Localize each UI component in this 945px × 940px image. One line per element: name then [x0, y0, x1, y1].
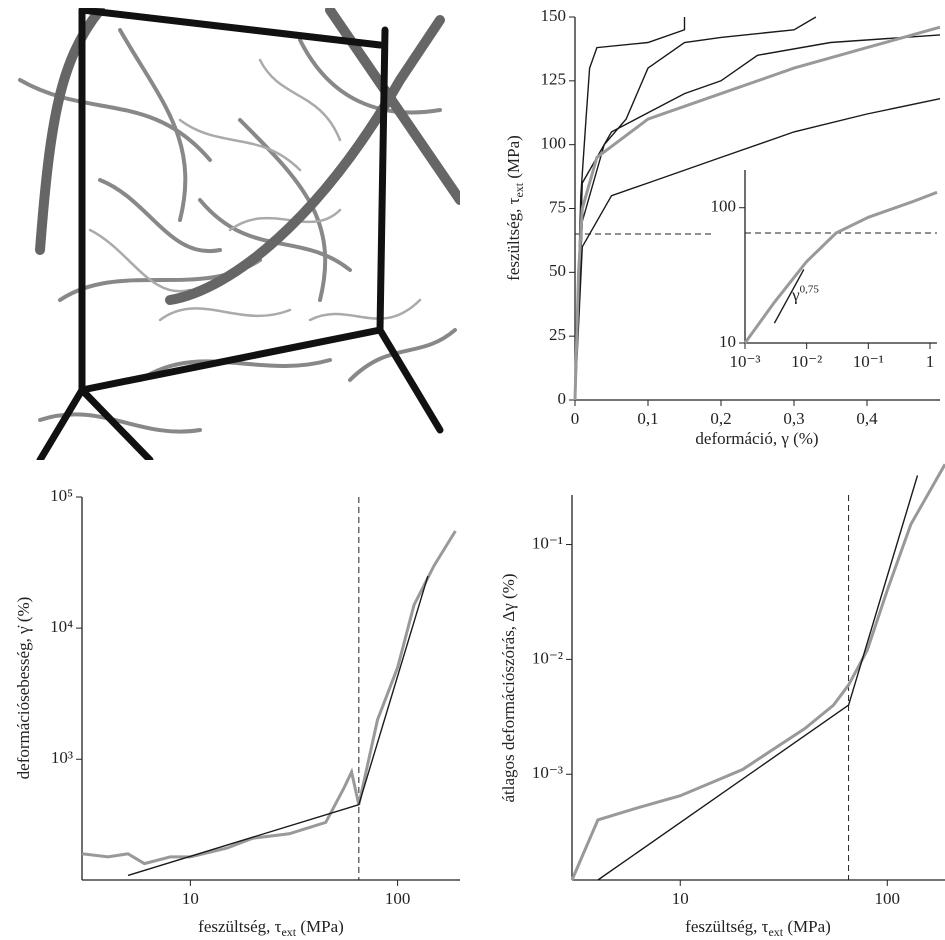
y-tick-label: 100 — [711, 197, 737, 216]
axis-label-part: deformáció, γ (%) — [695, 429, 818, 448]
axis-label: feszültség, τext (MPa) — [504, 135, 526, 281]
x-tick-label: 10 — [182, 889, 199, 908]
axis-label-part: ext — [768, 925, 783, 939]
y-tick-label: 10 — [719, 332, 736, 351]
x-tick-label: 10⁻² — [791, 352, 822, 371]
axis-label-part: feszültség, τ — [504, 197, 523, 280]
y-tick-label: 10⁵ — [50, 486, 73, 505]
axis-label: deformációsebesség, γ̇ (%) — [14, 597, 33, 780]
y-tick-label: 0 — [558, 389, 567, 408]
data-line — [743, 190, 938, 344]
y-tick-label: 10⁴ — [50, 617, 73, 636]
axis-label-part: (MPa) — [296, 917, 344, 936]
data-line — [81, 530, 457, 866]
x-tick-label: 0,1 — [637, 409, 658, 428]
data-line — [573, 25, 941, 401]
annotation: γ0,75 — [791, 283, 819, 304]
y-tick-label: 10⁻¹ — [532, 533, 563, 552]
data-line — [574, 17, 686, 401]
data-line — [574, 98, 941, 401]
axis-label: deformáció, γ (%) — [695, 429, 818, 448]
data-line — [574, 16, 817, 401]
x-tick-label: 1 — [926, 352, 935, 371]
x-tick-label: 0,4 — [856, 409, 878, 428]
axis-label-part: (MPa) — [504, 135, 523, 183]
data-line — [127, 575, 429, 877]
x-tick-label: 10⁻³ — [729, 352, 760, 371]
annotation-text: γ — [791, 286, 800, 305]
axis-label: átlagos deformációszórás, Δγ (%) — [499, 574, 518, 803]
y-tick-label: 125 — [541, 70, 567, 89]
data-line — [574, 34, 941, 401]
y-tick-label: 75 — [549, 197, 566, 216]
y-tick-label: 10⁻³ — [532, 763, 563, 782]
axis-label: feszültség, τext (MPa) — [685, 917, 831, 939]
x-tick-label: 0 — [571, 409, 580, 428]
y-tick-label: 25 — [549, 325, 566, 344]
y-tick-label: 10⁻² — [532, 648, 563, 667]
x-tick-label: 100 — [875, 889, 901, 908]
y-tick-label: 150 — [541, 6, 567, 25]
x-tick-label: 10⁻¹ — [853, 352, 884, 371]
dislocation-render — [8, 8, 460, 460]
axis-label-part: deformációsebesség, γ̇ (%) — [14, 597, 33, 780]
axis-label-part: ext — [512, 182, 526, 197]
axis-label-part: feszültség, τ — [198, 917, 281, 936]
axis-label-part: feszültség, τ — [685, 917, 768, 936]
y-tick-label: 50 — [549, 261, 566, 280]
axis-label-part: (MPa) — [783, 917, 831, 936]
x-tick-label: 0,2 — [710, 409, 731, 428]
axis-label: feszültség, τext (MPa) — [198, 917, 344, 939]
axis-label-part: ext — [281, 925, 296, 939]
annotation-sup: 0,75 — [800, 283, 820, 295]
data-line — [773, 269, 805, 324]
x-tick-label: 0,3 — [783, 409, 804, 428]
x-tick-label: 10 — [672, 889, 689, 908]
y-tick-label: 10³ — [51, 748, 73, 767]
data-line — [570, 463, 945, 881]
axis-label-part: átlagos deformációszórás, Δγ (%) — [499, 574, 518, 803]
x-tick-label: 100 — [385, 889, 411, 908]
data-line — [597, 475, 919, 881]
y-tick-label: 100 — [541, 134, 567, 153]
